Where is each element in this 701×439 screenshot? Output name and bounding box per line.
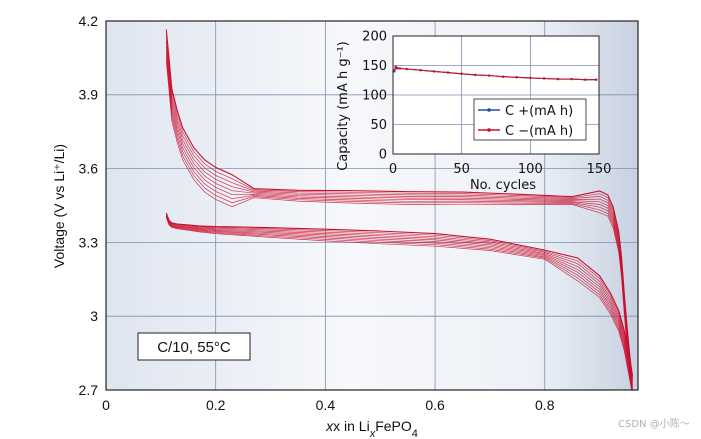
inset-y-tick-label: 50 [370,118,387,133]
legend-marker-c-plus [487,108,491,112]
inset-series-point [556,77,559,81]
main-series-line-charge-cycle [165,217,632,390]
main-x-axis-label-sub2: 4 [412,428,418,439]
inset-series-point [405,67,408,71]
inset-y-tick-label: 200 [362,30,387,45]
inset-y-axis-label: Capacity (mA h g⁻¹) [336,41,351,170]
inset-y-tick-label: 0 [379,148,387,163]
main-x-axis-label-suffix: FePO [375,418,412,434]
inset-series-point [474,73,477,77]
main-x-ticks: 0 0.2 0.4 0.6 0.8 [102,397,555,413]
inset-series-point [419,69,422,72]
main-x-tick-label: 0.2 [206,397,226,413]
inset-x-tick-label: 0 [389,162,397,177]
inset-x-axis-label: No. cycles [470,178,536,193]
main-y-tick-label: 3 [90,308,98,324]
main-series-group [165,29,634,390]
inset-series-point [433,70,436,73]
inset-y-ticks: 0 50 100 150 200 [362,30,387,163]
inset-series-group [393,65,598,81]
inset-series-point [570,77,573,81]
main-series-line-charge-cycle [165,216,633,390]
inset-series-point [487,74,491,77]
legend-marker-c-minus [487,128,491,132]
main-series-line-charge-cycle [165,216,633,390]
condition-annotation: C/10, 55°C [157,339,231,356]
inset-x-tick-label: 100 [518,162,543,177]
main-x-axis-label: xx in LixFePO4 [325,418,418,439]
main-series-line-charge-cycle [165,214,633,381]
legend-label-c-minus: C −(mA h) [505,124,573,139]
inset-series-point [529,76,532,80]
main-y-tick-label: 3.9 [79,87,99,103]
inset-series-point [398,67,402,70]
inset-y-tick-label: 150 [362,59,387,74]
inset-series-point [584,78,587,81]
inset-series-point [542,77,546,80]
main-y-tick-label: 3.3 [79,234,99,250]
inset-x-tick-label: 50 [453,162,470,177]
main-series-line-charge [165,212,634,376]
main-x-axis-label-prefix: x in Li [333,418,370,434]
main-y-axis-label: Voltage (V vs Li⁺/Li) [51,144,67,268]
inset-series-point [395,66,399,70]
main-series-line-discharge-cycle [165,61,632,390]
main-x-tick-label: 0 [102,397,110,413]
inset-series-point [595,78,598,81]
main-y-ticks: 2.7 3 3.3 3.6 3.9 4.2 [79,13,99,398]
inset-x-ticks: 0 50 100 150 [389,162,612,177]
main-y-tick-label: 4.2 [79,13,99,29]
inset-plot-frame [392,35,600,155]
main-series-line-charge-cycle [165,213,633,378]
cycling-inset-chart: 0 50 100 150 0 50 100 150 200 Capacity (mA h g⁻… [336,30,611,193]
main-x-tick-label: 0.8 [535,397,555,413]
inset-series-point [515,76,518,79]
main-x-tick-label: 0.4 [316,397,336,413]
main-plot-frame [105,20,639,391]
inset-y-tick-label: 100 [362,89,387,104]
main-x-tick-label: 0.6 [425,397,445,413]
csdn-watermark: CSDN @小陈～ [618,419,690,430]
main-series-line-charge-cycle [165,214,633,383]
inset-legend-box [473,98,587,141]
inset-series-point [501,75,505,78]
main-series-line-charge-cycle [165,215,633,386]
inset-series-point [446,71,450,74]
inset-x-tick-label: 150 [587,162,612,177]
legend-label-c-plus: C +(mA h) [505,104,573,119]
main-series-line-charge-cycle [165,215,633,388]
main-y-tick-label: 2.7 [79,382,99,398]
inset-series-point [460,72,463,75]
main-x-axis-label-sub: x [369,428,376,439]
condition-annotation-box [137,332,251,361]
main-y-tick-label: 3.6 [79,161,99,177]
inset-legend: C +(mA h) C −(mA h) [473,98,587,141]
inset-series-point [393,69,396,72]
